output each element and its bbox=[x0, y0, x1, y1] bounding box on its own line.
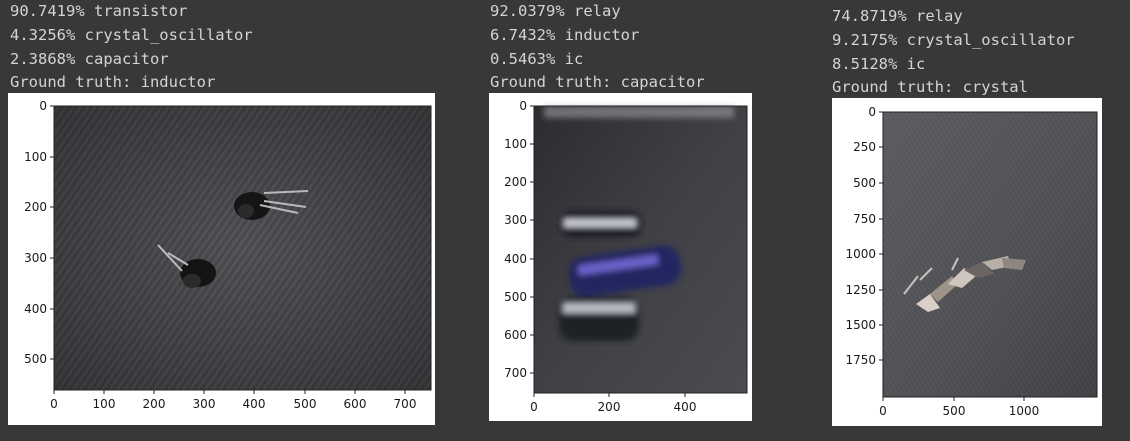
plot-canvas-2: 0 100 200 300 400 500 600 700 0 200 400 bbox=[504, 99, 748, 414]
x-tick-label: 0 bbox=[879, 404, 887, 418]
y-tick-label: 500 bbox=[24, 352, 47, 366]
component-photo bbox=[157, 190, 309, 288]
y-tick-label: 0 bbox=[868, 105, 876, 119]
y-tick-label: 700 bbox=[504, 366, 527, 380]
prediction-line: 92.0379% relay bbox=[490, 2, 621, 20]
image-plot-2: 0 100 200 300 400 500 600 700 0 200 400 bbox=[489, 93, 752, 421]
y-tick-label: 500 bbox=[504, 290, 527, 304]
image-plot-3: 0 250 500 750 1000 1250 1500 1750 0 500 1000 bbox=[832, 98, 1102, 426]
y-tick-label: 400 bbox=[504, 252, 527, 266]
ground-truth-line: Ground truth: crystal bbox=[832, 78, 1028, 97]
x-tick-label: 400 bbox=[674, 400, 697, 414]
y-tick-label: 100 bbox=[504, 137, 527, 151]
x-tick-label: 500 bbox=[943, 404, 966, 418]
x-tick-label: 500 bbox=[294, 397, 317, 411]
y-tick-label: 200 bbox=[24, 200, 47, 214]
y-tick-label: 1500 bbox=[845, 318, 876, 332]
plot-canvas-3: 0 250 500 750 1000 1250 1500 1750 0 500 1000 bbox=[845, 105, 1098, 418]
x-tick-label: 300 bbox=[193, 397, 216, 411]
x-tick-label: 200 bbox=[143, 397, 166, 411]
y-tick-label: 750 bbox=[853, 212, 876, 226]
prediction-line: 0.5463% ic bbox=[490, 49, 584, 68]
output-cell-1: 90.7419% transistor 4.3256% crystal_osci… bbox=[10, 0, 253, 95]
y-tick-label: 100 bbox=[24, 150, 47, 164]
y-tick-label: 1250 bbox=[845, 283, 876, 297]
component-photo bbox=[903, 256, 1026, 312]
y-tick-label: 500 bbox=[853, 176, 876, 190]
ground-truth-line: Ground truth: inductor bbox=[10, 73, 216, 92]
prediction-line: 6.7432% inductor bbox=[490, 25, 640, 44]
plot-canvas-1: 0 100 200 300 400 500 0 100 200 300 400 500 600 700 bbox=[24, 99, 432, 411]
y-tick-label: 250 bbox=[853, 140, 876, 154]
y-tick-label: 300 bbox=[504, 213, 527, 227]
x-tick-label: 100 bbox=[93, 397, 116, 411]
y-tick-label: 1750 bbox=[845, 353, 876, 367]
x-tick-label: 0 bbox=[50, 397, 58, 411]
y-tick-label: 600 bbox=[504, 328, 527, 342]
x-tick-label: 600 bbox=[344, 397, 367, 411]
prediction-line: 90.7419% transistor bbox=[10, 2, 188, 20]
x-tick-label: 0 bbox=[530, 400, 538, 414]
prediction-line: 2.3868% capacitor bbox=[10, 49, 169, 68]
prediction-line: 9.2175% crystal_oscillator bbox=[832, 30, 1075, 49]
prediction-line: 74.8719% relay bbox=[832, 7, 963, 25]
y-tick-label: 0 bbox=[39, 99, 47, 113]
x-tick-label: 700 bbox=[394, 397, 417, 411]
component-photo bbox=[544, 106, 734, 341]
output-cell-2: 92.0379% relay 6.7432% inductor 0.5463% … bbox=[490, 0, 705, 95]
y-tick-label: 1000 bbox=[845, 247, 876, 261]
x-tick-label: 1000 bbox=[1009, 404, 1040, 418]
y-tick-label: 300 bbox=[24, 251, 47, 265]
y-tick-label: 0 bbox=[519, 99, 527, 113]
x-tick-label: 200 bbox=[598, 400, 621, 414]
prediction-line: 8.5128% ic bbox=[832, 54, 926, 73]
x-tick-label: 400 bbox=[243, 397, 266, 411]
output-cell-3: 74.8719% relay 9.2175% crystal_oscillato… bbox=[832, 5, 1075, 100]
prediction-line: 4.3256% crystal_oscillator bbox=[10, 25, 253, 44]
image-plot-1: 0 100 200 300 400 500 0 100 200 300 400 500 600 700 bbox=[8, 93, 435, 425]
y-tick-label: 200 bbox=[504, 175, 527, 189]
ground-truth-line: Ground truth: capacitor bbox=[490, 73, 705, 92]
y-tick-label: 400 bbox=[24, 302, 47, 316]
